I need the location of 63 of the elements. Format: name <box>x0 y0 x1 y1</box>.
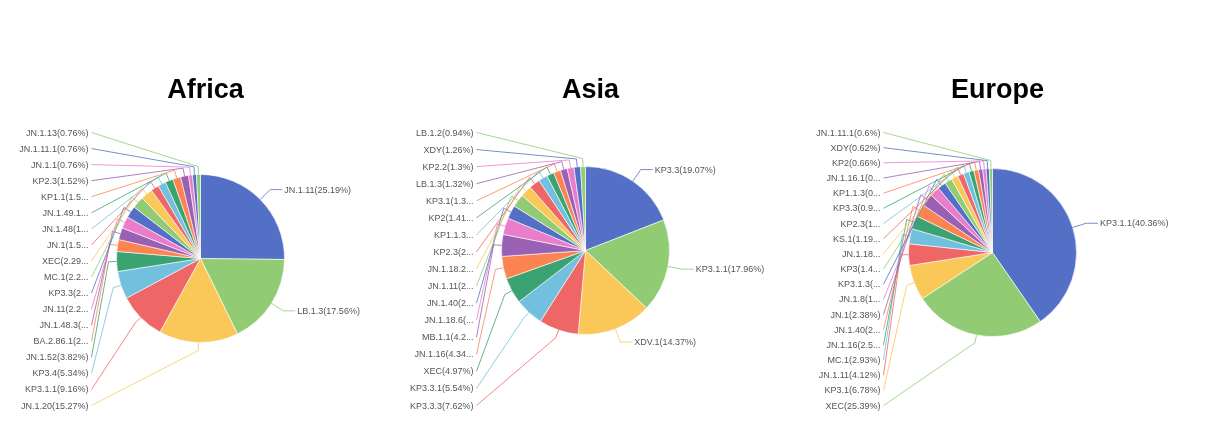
slice-label: KP3.1.3(... <box>837 279 881 290</box>
chart-title: Africa <box>167 73 245 104</box>
slice-label: JN.1.16(4.34... <box>414 349 474 360</box>
slice-label: KP3.3(0.9... <box>832 203 881 214</box>
slice-label: KP3.1(1.3... <box>425 195 474 206</box>
slice-label: XDY(0.62%) <box>830 142 881 153</box>
chart-title: Asia <box>561 73 620 104</box>
slice-label: KS.1(1.19... <box>832 233 881 244</box>
slice-label: JN.1.8(1... <box>838 294 881 305</box>
slice-label: JN.1.18.2... <box>427 264 474 274</box>
slice-label: MC.1(2.2... <box>43 272 89 283</box>
slice-label: BA.2.86.1(2... <box>33 336 89 347</box>
slice-label: MB.1.1(4.2... <box>421 332 474 343</box>
slice-label: JN.1(2.38%) <box>830 309 881 320</box>
slice-label: JN.1.16.1(0... <box>826 173 881 183</box>
slice-label: KP3.1.1(9.16%) <box>24 384 89 395</box>
slice-label: KP3.4(5.34%) <box>32 368 89 379</box>
slice-label: JN.1.52(3.82%) <box>25 352 89 363</box>
slice-label: KP2(1.41... <box>428 212 474 223</box>
slice-label: KP3.3.1(5.54%) <box>409 383 474 394</box>
slice-label: XEC(25.39%) <box>825 400 881 411</box>
slice-label: JN.1.11(4.12%) <box>818 370 881 381</box>
slice-label: KP3.1.1(40.36%) <box>1100 218 1169 229</box>
slice-label: XEC(4.97%) <box>423 366 474 377</box>
slice-label: KP3.3(2... <box>48 288 89 299</box>
slice-label: KP3.3.3(7.62%) <box>409 400 474 411</box>
slice-label: LB.1.2(0.94%) <box>415 127 474 138</box>
slice-label: JN.1.20(15.27%) <box>20 400 89 411</box>
slice-label: KP3.1(6.78%) <box>824 385 881 396</box>
slice-label: JN.1.11.1(0.76%) <box>19 143 89 154</box>
slice-label: JN.1.16(2.5... <box>826 339 881 350</box>
slice-label: KP2.2(1.3%) <box>422 161 474 172</box>
slice-label: KP3.1.1(17.96%) <box>695 264 765 275</box>
slice-label: KP3.3(19.07%) <box>654 164 716 175</box>
slice-label: JN.1.13(0.76%) <box>25 127 89 138</box>
slice-label: JN.1.48(1... <box>41 223 89 234</box>
slice-label: JN.11(2.2... <box>42 304 89 315</box>
slice-label: KP1.1.3(0... <box>832 188 881 199</box>
chart-title: Europe <box>950 73 1045 104</box>
slice-label: KP2.3(1.52%) <box>32 175 89 186</box>
slice-label: JN.1.40(2... <box>833 324 881 335</box>
slice-label: JN.1.11(2... <box>427 281 474 292</box>
slice-label: JN.1(1.5... <box>46 239 89 250</box>
slice-label: JN.1.49.1... <box>42 207 89 218</box>
slice-label: JN.1.18.6(... <box>424 315 474 326</box>
slice-label: JN.1.48.3(... <box>39 320 89 331</box>
slice-label: KP1.1.3... <box>433 229 474 240</box>
slice-label: JN.1.18... <box>841 248 881 259</box>
slice-label: KP3(1.4... <box>840 264 881 274</box>
slice-label: XEC(2.29... <box>41 255 89 266</box>
slice-label: KP2.3(2... <box>433 246 474 257</box>
slice-label: KP1.1(1.5... <box>40 191 89 202</box>
slice-label: XDY(1.26%) <box>423 144 474 155</box>
slice-label: KP2(0.66%) <box>831 157 881 168</box>
slice-label: XDV.1(14.37%) <box>634 337 697 348</box>
slice-label: KP2.3(1... <box>840 218 881 229</box>
slice-label: MC.1(2.93%) <box>827 355 881 365</box>
slice-label: JN.1.11.1(0.6%) <box>816 127 881 138</box>
slice-label: JN.1.40(2... <box>426 298 474 309</box>
slice-label: JN.1.1(0.76%) <box>30 159 89 170</box>
slice-label: LB.1.3(17.56%) <box>297 305 360 316</box>
slice-label: JN.1.11(25.19%) <box>284 184 352 195</box>
slice-label: LB.1.3(1.32%) <box>415 178 474 189</box>
